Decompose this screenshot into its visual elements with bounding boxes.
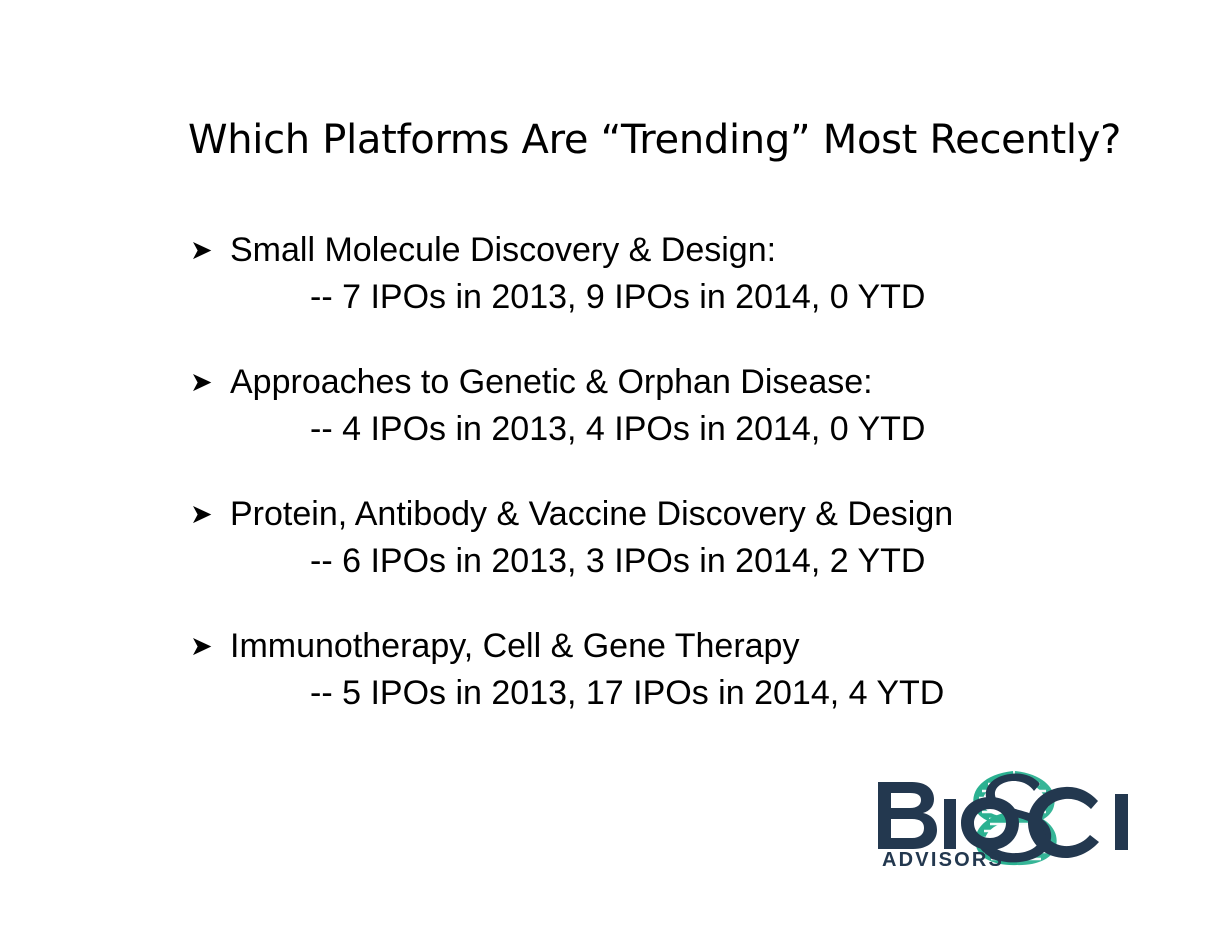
page-title: Which Platforms Are “Trending” Most Rece… [188, 117, 1122, 163]
logo-wordmark-b [878, 782, 937, 849]
arrowhead-bullet-icon: ➤ [190, 499, 213, 530]
bullet-heading-text: Approaches to Genetic & Orphan Disease: [230, 363, 873, 401]
list-item: ➤ Protein, Antibody & Vaccine Discovery … [190, 492, 1090, 624]
biosci-advisors-logo: ADVISORS [872, 762, 1140, 872]
bullet-heading-text: Protein, Antibody & Vaccine Discovery & … [230, 495, 954, 533]
arrowhead-bullet-icon: ➤ [190, 235, 213, 266]
bullet-detail-text: -- 6 IPOs in 2013, 3 IPOs in 2014, 2 YTD [310, 542, 926, 580]
arrowhead-bullet-icon: ➤ [190, 631, 213, 662]
list-item: ➤ Small Molecule Discovery & Design: -- … [190, 228, 1090, 360]
bullet-detail-text: -- 4 IPOs in 2013, 4 IPOs in 2014, 0 YTD [310, 410, 926, 448]
logo-wordmark-io [944, 797, 1019, 850]
logo-tagline: ADVISORS [882, 849, 1004, 871]
bullet-heading-row: ➤ Immunotherapy, Cell & Gene Therapy [190, 624, 1090, 671]
logo-wordmark-ci [1027, 786, 1128, 859]
bullet-heading-text: Small Molecule Discovery & Design: [230, 231, 777, 269]
list-item: ➤ Approaches to Genetic & Orphan Disease… [190, 360, 1090, 492]
bullet-heading-row: ➤ Approaches to Genetic & Orphan Disease… [190, 360, 1090, 407]
bullet-heading-text: Immunotherapy, Cell & Gene Therapy [230, 627, 800, 665]
bullet-detail-text: -- 7 IPOs in 2013, 9 IPOs in 2014, 0 YTD [310, 278, 926, 316]
bullet-list: ➤ Small Molecule Discovery & Design: -- … [190, 228, 1090, 756]
list-item: ➤ Immunotherapy, Cell & Gene Therapy -- … [190, 624, 1090, 756]
arrowhead-bullet-icon: ➤ [190, 367, 213, 398]
bullet-heading-row: ➤ Protein, Antibody & Vaccine Discovery … [190, 492, 1090, 539]
bullet-detail-text: -- 5 IPOs in 2013, 17 IPOs in 2014, 4 YT… [310, 674, 945, 712]
bullet-heading-row: ➤ Small Molecule Discovery & Design: [190, 228, 1090, 275]
